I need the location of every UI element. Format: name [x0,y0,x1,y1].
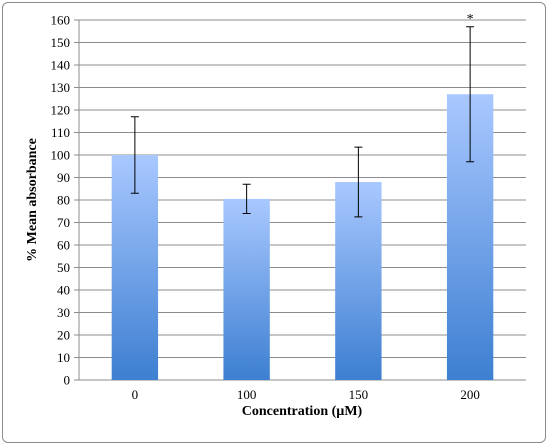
y-axis-title: % Mean absorbance [25,138,40,262]
y-tick-label: 140 [51,58,71,73]
y-tick-labels: 0 10 20 30 40 50 60 70 80 90 100 110 120 130 140 150 160 [51,13,71,388]
y-tick-label: 80 [57,193,70,208]
y-tick-label: 0 [64,373,71,388]
y-tick-label: 160 [51,13,71,28]
y-tick-label: 110 [51,125,70,140]
y-tick-label: 130 [51,80,71,95]
y-tick-label: 60 [57,238,70,253]
y-tick-label: 40 [57,283,70,298]
y-tick-label: 30 [57,305,70,320]
y-tick-label: 120 [51,103,71,118]
y-tick-label: 20 [57,328,70,343]
x-tick-label: 100 [237,387,257,402]
y-tick-label: 10 [57,350,70,365]
y-tick-label: 90 [57,170,70,185]
bars [111,94,494,380]
error-bars [130,26,475,218]
significance-marker: * [467,12,474,27]
x-tick-labels: 0 100 150 200 [132,387,480,402]
y-tick-label: 100 [51,148,71,163]
annotations: * [467,12,474,27]
y-tick-label: 70 [57,215,70,230]
x-tick-label: 0 [132,387,139,402]
x-tick-label: 150 [349,387,369,402]
y-tick-label: 150 [51,35,71,50]
x-axis-title: Concentration (µM) [242,404,363,419]
bar [223,198,270,380]
x-tick-label: 200 [460,387,480,402]
y-tick-label: 50 [57,260,70,275]
